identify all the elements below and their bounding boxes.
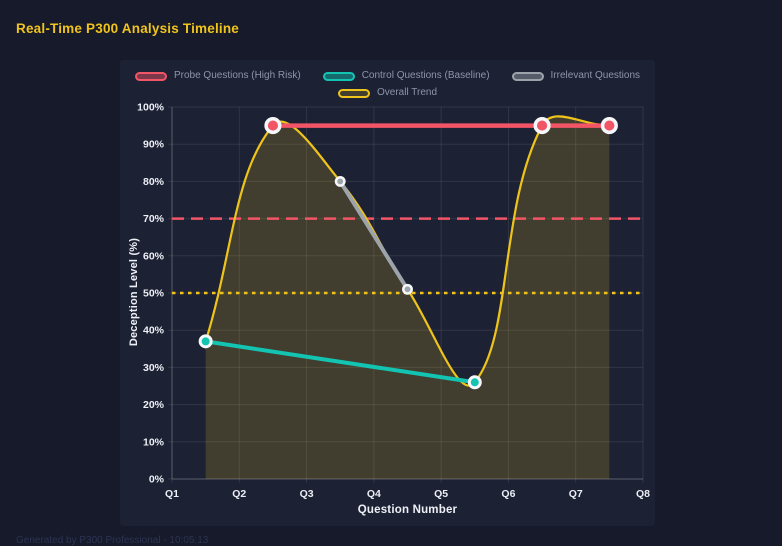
y-tick-label: 60% — [143, 250, 165, 262]
control-series-line — [203, 339, 477, 385]
legend-item-probe[interactable]: Probe Questions (High Risk) — [134, 69, 301, 83]
legend-label: Probe Questions (High Risk) — [173, 70, 301, 81]
chart-legend: Probe Questions (High Risk) Control Quest… — [120, 69, 655, 100]
legend-label: Control Questions (Baseline) — [361, 70, 490, 81]
legend-row: Probe Questions (High Risk) Control Quest… — [134, 69, 641, 83]
x-tick-label: Q5 — [434, 488, 448, 500]
y-tick-label: 100% — [137, 102, 165, 114]
legend-swatch-icon — [134, 71, 167, 81]
legend-item-trend[interactable]: Overall Trend — [337, 86, 438, 100]
x-tick-label: Q7 — [569, 488, 583, 500]
page-title: Real-Time P300 Analysis Timeline — [16, 21, 240, 36]
x-tick-label: Q3 — [300, 488, 314, 500]
y-tick-label: 10% — [143, 436, 165, 448]
x-tick-label: Q2 — [232, 488, 246, 500]
legend-swatch-icon — [322, 71, 355, 81]
probe-data-point[interactable] — [264, 117, 282, 135]
x-tick-label: Q1 — [165, 488, 179, 500]
control-data-point[interactable] — [198, 334, 213, 349]
irrelevant-data-point[interactable] — [402, 283, 413, 295]
trend-fill-area — [205, 116, 610, 480]
y-tick-label: 20% — [143, 399, 165, 411]
probe-data-point[interactable] — [533, 117, 551, 135]
y-tick-label: 40% — [143, 325, 165, 337]
y-tick-label: 50% — [143, 288, 165, 300]
y-tick-label: 0% — [149, 474, 165, 486]
y-axis-title: Deception Level (%) — [128, 237, 140, 347]
x-tick-label: Q4 — [367, 488, 381, 500]
y-tick-label: 30% — [143, 362, 165, 374]
legend-item-control[interactable]: Control Questions (Baseline) — [322, 69, 490, 83]
x-axis-title: Question Number — [357, 504, 458, 516]
irrelevant-series-line — [338, 179, 410, 292]
plot-area: 0% 10% 20% 30% 40% 50% 60% 70% 80% 90% 100% Q1 Q2 Q3 Q… — [137, 102, 650, 501]
chart-panel: 0% 10% 20% 30% 40% 50% 60% 70% 80% 90% 100% Q1 Q2 Q3 Q… — [120, 60, 655, 526]
y-tick-label: 90% — [143, 139, 165, 151]
y-tick-label: 80% — [143, 176, 165, 188]
control-data-point[interactable] — [467, 375, 482, 390]
probe-data-point[interactable] — [600, 117, 618, 135]
legend-row: Overall Trend — [337, 86, 438, 100]
y-tick-label: 70% — [143, 213, 165, 225]
legend-item-irrelevant[interactable]: Irrelevant Questions — [511, 69, 641, 83]
legend-label: Overall Trend — [376, 87, 438, 98]
x-tick-label: Q6 — [501, 488, 515, 500]
legend-swatch-icon — [337, 88, 370, 98]
irrelevant-data-point[interactable] — [334, 175, 346, 187]
legend-swatch-icon — [511, 71, 544, 81]
footer-note: Generated by P300 Professional - 10:05:1… — [16, 535, 209, 546]
legend-label: Irrelevant Questions — [550, 70, 641, 81]
x-tick-label: Q8 — [636, 488, 650, 500]
